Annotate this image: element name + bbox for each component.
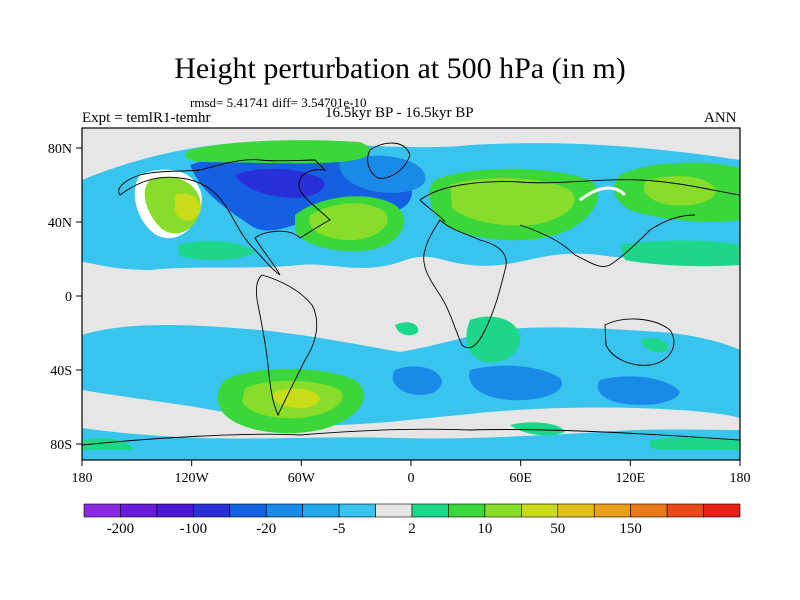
coast-greenland (367, 142, 411, 179)
field-sh-blue-1 (469, 365, 562, 401)
field-antarctic-green-1 (510, 422, 565, 436)
coast-north-america (118, 159, 331, 276)
colorbar-label: 50 (550, 521, 565, 537)
lon-tick-label: 180 (730, 471, 751, 486)
colorbar-swatch (229, 503, 267, 518)
lon-tick-label: 60E (509, 471, 532, 486)
colorbar-swatch (375, 503, 413, 518)
period-label: 16.5kyr BP - 16.5kyr BP (325, 105, 474, 121)
colorbar-swatch (265, 503, 303, 518)
experiment-label: Expt = temlR1-temhr (82, 110, 211, 126)
field-siberia-white-line (579, 186, 627, 202)
lon-tick-label: 120E (616, 471, 646, 486)
colorbar-swatch (193, 503, 231, 518)
colorbar-label: 2 (408, 521, 416, 537)
lon-tick-label: 0 (408, 471, 415, 486)
colorbar-label: 150 (619, 521, 642, 537)
lat-tick-label: 40S (50, 364, 72, 379)
field-tropic-green-1 (178, 240, 255, 261)
coast-south-america (255, 274, 318, 417)
plot-title: Height perturbation at 500 hPa (in m) (174, 52, 626, 85)
lon-tick-label: 60W (288, 471, 316, 486)
lat-tick-label: 80N (48, 142, 72, 157)
colorbar-swatch (411, 503, 449, 518)
colorbar-swatch (557, 503, 595, 518)
latitude-axis: 80N 40N 0 40S 80S (48, 142, 82, 453)
field-neasia-yellowgreen (643, 176, 716, 206)
coastlines (82, 142, 740, 446)
field-eurasia-yellowgreen (450, 178, 575, 226)
lat-tick-label: 80S (50, 438, 72, 453)
lat-tick-label: 0 (65, 290, 72, 305)
coast-antarctica (82, 428, 740, 446)
stats-label: rmsd= 5.41741 diff= 3.54701e-10 (190, 95, 367, 110)
lon-tick-label: 180 (72, 471, 93, 486)
field-sa-yellow (272, 388, 320, 408)
field-arctic-green (184, 140, 371, 164)
lon-tick-label: 120W (175, 471, 210, 486)
colorbar-swatch (703, 503, 741, 518)
field-antarctic-green-3 (650, 437, 740, 454)
lat-tick-label: 40N (48, 216, 72, 231)
colorbar-swatch (83, 503, 121, 518)
colorbar-swatch (521, 503, 559, 518)
field-tropic-green-2 (620, 240, 740, 267)
colorbar-label: -20 (256, 521, 276, 537)
colorbar-labels: -200 -100 -20 -5 2 10 50 150 (107, 521, 642, 537)
colorbar-swatch (630, 503, 668, 518)
colorbar-swatch (338, 503, 376, 518)
colorbar-swatch (666, 503, 704, 518)
field-sh-blue-2 (392, 366, 442, 395)
season-label: ANN (704, 110, 737, 126)
field-aus-green (640, 338, 669, 353)
field-antarctic-band (82, 450, 740, 460)
longitude-axis: 180 120W 60W 0 60E 120E 180 (72, 460, 751, 486)
colorbar-label: -200 (107, 521, 135, 537)
colorbar-swatch (484, 503, 522, 518)
colorbar-label: -100 (180, 521, 208, 537)
colorbar-label: -5 (333, 521, 346, 537)
field-sh-blue-3 (597, 376, 680, 405)
colorbar (83, 503, 741, 518)
field-atlantic-yellowgreen (309, 203, 388, 240)
colorbar-swatch (448, 503, 486, 518)
colorbar-label: 10 (477, 521, 492, 537)
colorbar-swatch (302, 503, 340, 518)
coast-australia (604, 318, 675, 366)
colorbar-swatch (156, 503, 194, 518)
map-panel (82, 128, 740, 460)
field-sa-africa-green (466, 316, 521, 363)
colorbar-swatch (120, 503, 158, 518)
coast-africa (423, 219, 507, 349)
field-tropic-green-3 (395, 322, 419, 336)
colorbar-swatch (593, 503, 631, 518)
field-nwamerica-yellow (175, 193, 201, 221)
coast-eurasia (419, 179, 740, 267)
field-atl-blue (339, 155, 426, 193)
